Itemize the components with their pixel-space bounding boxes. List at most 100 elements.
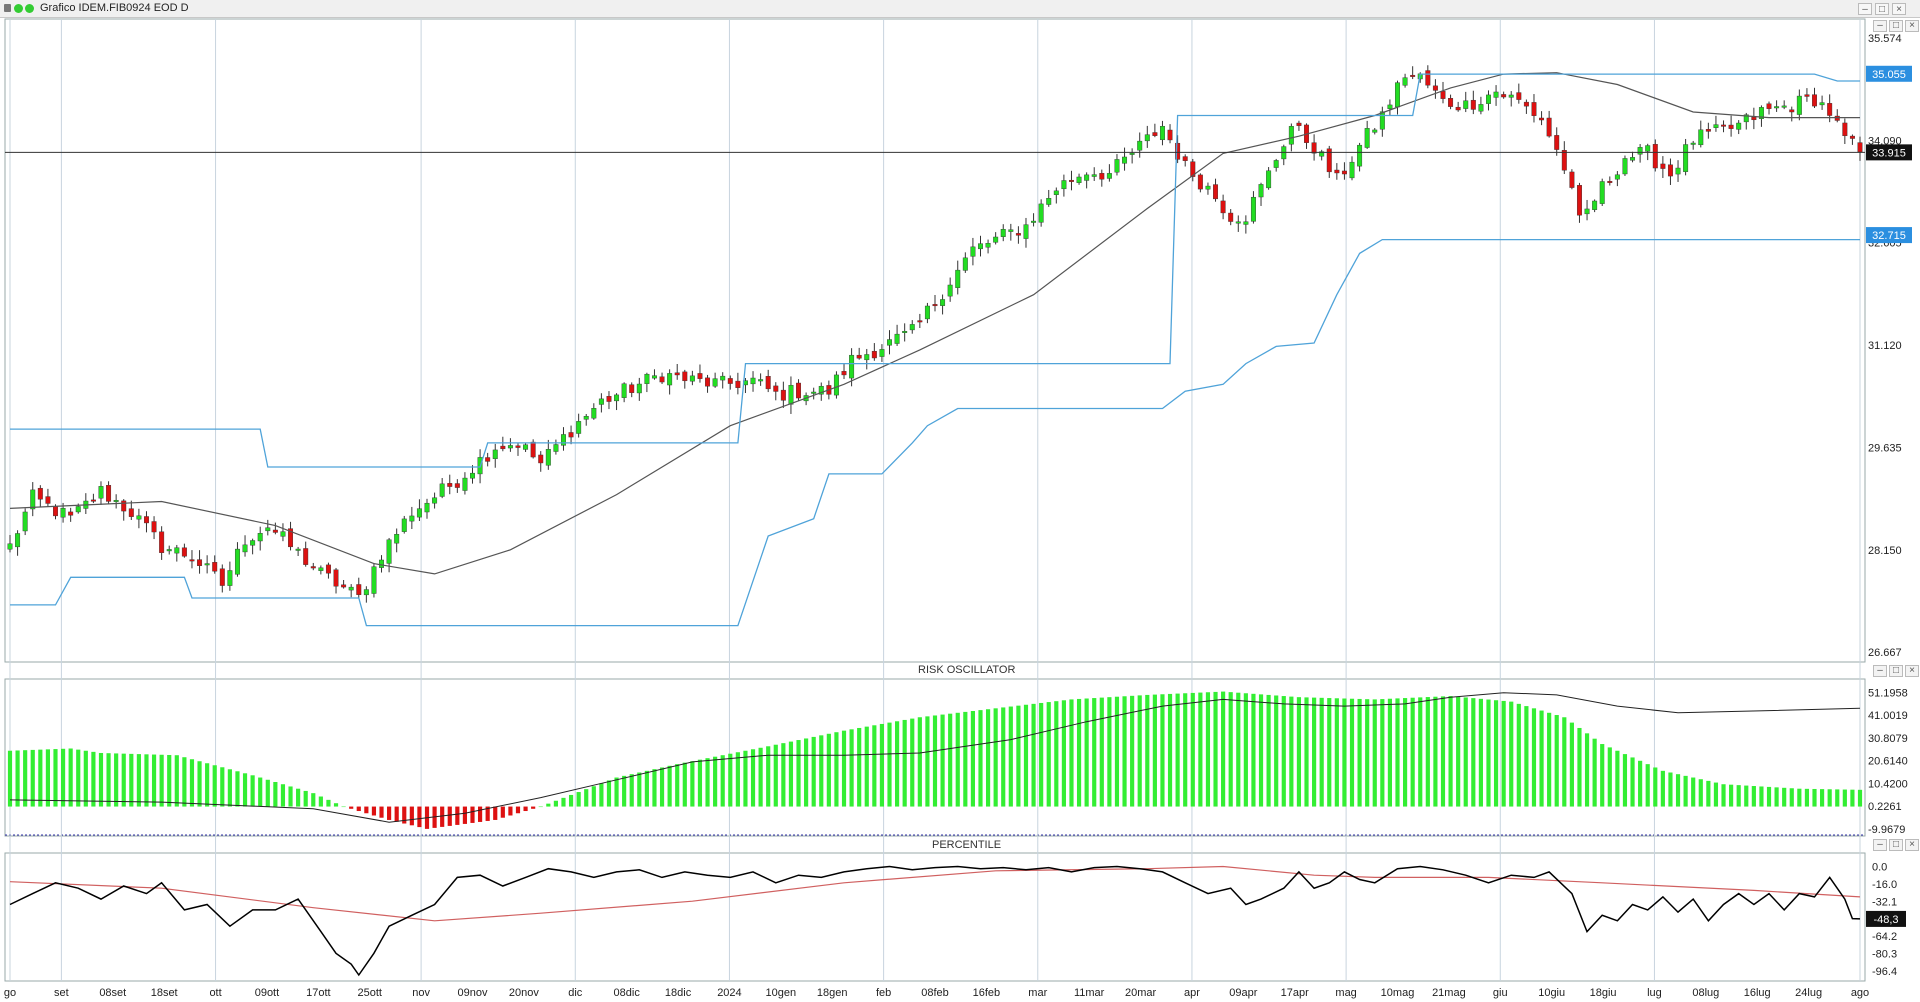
oscillator-bar-positive [576,792,581,807]
oscillator-bar-positive [1675,774,1681,807]
oscillator-bar-positive [212,765,217,807]
candle-up [15,533,21,548]
oscillator-panel-close-button[interactable]: × [1905,665,1919,677]
candle-up [462,477,468,491]
percentile-panel-maximize-button[interactable]: □ [1889,839,1903,851]
candle-up [1379,111,1385,130]
oscillator-bar-positive [1099,697,1104,807]
candle-up [1758,107,1764,119]
candle-down [144,516,149,524]
oscillator-bar-positive [182,757,187,807]
candle-up [621,383,627,398]
oscillator-bar-positive [242,773,248,807]
x-tick-label: lug [1647,987,1662,999]
close-button[interactable]: × [1892,3,1906,15]
candle-down [303,548,309,565]
candle-up [811,391,817,394]
oscillator-panel-maximize-button[interactable]: □ [1889,665,1903,677]
oscillator-bar-positive [644,770,649,807]
oscillator-bar-positive [1130,695,1135,807]
oscillator-bar-positive [584,789,589,807]
candle-up [1250,196,1256,222]
oscillator-panel-minimize-button[interactable]: – [1873,665,1887,677]
candle-up [887,339,892,346]
last-price-badge-background [1866,144,1912,161]
oscillator-bar-positive [1327,698,1332,807]
percentile-panel-close-button[interactable]: × [1905,839,1919,851]
price-y-tick-label: 29.635 [1868,442,1902,454]
candle-down [500,445,506,450]
oscillator-bar-positive [940,714,945,807]
candle-down [1182,156,1188,161]
oscillator-bar-positive [144,754,149,807]
x-tick-label: 17apr [1281,987,1309,999]
candle-up [689,375,695,382]
candle-up [1038,203,1044,223]
candle-down [1539,117,1545,121]
oscillator-bar-negative [523,806,528,812]
oscillator-bar-positive [1501,700,1506,807]
candle-up [750,377,756,385]
candle-down [68,511,74,516]
candle-up [758,379,764,382]
candle-up [1349,161,1355,179]
moving-average-line [9,72,1860,575]
candle-down [1554,135,1560,150]
oscillator-bar-positive [76,749,81,807]
candle-down [37,487,43,500]
candle-up [576,421,582,434]
candle-down [310,566,316,569]
price-panel-maximize-button[interactable]: □ [1889,20,1903,32]
x-tick-label: mag [1335,987,1356,999]
price-panel-close-button[interactable]: × [1905,20,1919,32]
oscillator-bar-positive [879,723,885,807]
oscillator-bar-negative [387,806,392,820]
oscillator-bar-positive [1509,701,1514,807]
oscillator-bar-positive [766,746,771,807]
candle-down [932,304,938,307]
price-y-tick-label: 35.574 [1868,33,1902,45]
candle-down [1448,98,1454,107]
oscillator-bar-positive [622,775,627,807]
oscillator-bar-positive [1857,789,1863,807]
candle-up [978,243,983,250]
oscillator-bar-positive [705,758,710,807]
oscillator-bar-positive [1569,722,1574,807]
candle-down [796,382,801,399]
candle-up [614,394,620,402]
price-y-tick-label: 31.120 [1868,340,1902,352]
maximize-button[interactable]: □ [1875,3,1889,15]
candle-down [1667,164,1673,177]
candle-up [1819,102,1825,106]
oscillator-bar-negative [500,806,505,818]
oscillator-bar-positive [925,716,930,807]
candle-down [1607,181,1613,183]
window-menu-icon[interactable] [4,4,11,12]
candle-up [1288,126,1294,145]
percentile-panel-frame [4,852,1866,982]
candle-up [1091,174,1097,177]
candle-up [947,284,953,297]
candle-up [561,434,566,446]
oscillator-bar-positive [1645,764,1650,807]
oscillator-bar-positive [220,767,225,807]
percentile-panel-minimize-button[interactable]: – [1873,839,1887,851]
oscillator-bar-positive [1258,694,1264,807]
candle-up [1000,228,1006,237]
minimize-button[interactable]: – [1858,3,1872,15]
oscillator-bar-positive [1842,789,1847,807]
candle-down [515,445,521,448]
oscillator-bar-positive [614,777,619,807]
candle-down [272,529,278,533]
candle-up [1046,198,1052,205]
candle-up [166,549,172,552]
oscillator-bar-positive [1850,789,1855,807]
price-panel-minimize-button[interactable]: – [1873,20,1887,32]
candle-down [697,373,703,379]
oscillator-bar-positive [303,790,308,807]
oscillator-bar-negative [493,806,498,820]
candle-down [1425,70,1431,86]
percentile-average-line [9,865,1861,922]
oscillator-bar-positive [159,754,164,807]
